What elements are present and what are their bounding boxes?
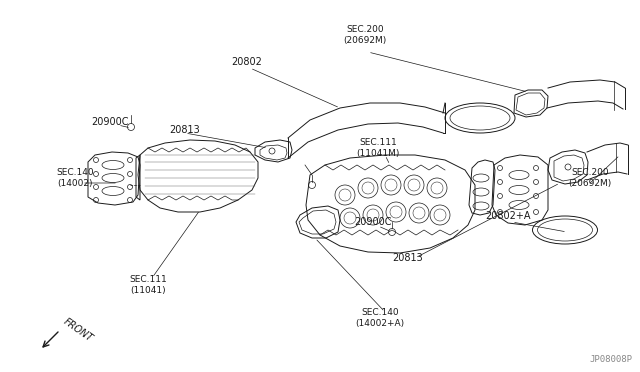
Text: 20802: 20802	[232, 57, 262, 67]
Text: FRONT: FRONT	[62, 316, 95, 344]
Text: 20813: 20813	[392, 253, 424, 263]
Text: SEC.140
(14002): SEC.140 (14002)	[56, 168, 94, 188]
Text: 20900C: 20900C	[355, 217, 392, 227]
Text: 20813: 20813	[170, 125, 200, 135]
Text: 20900C: 20900C	[92, 117, 129, 127]
Text: JP08008P: JP08008P	[589, 355, 632, 364]
Text: SEC.200
(20692M): SEC.200 (20692M)	[344, 25, 387, 45]
Text: 20802+A: 20802+A	[485, 211, 531, 221]
Text: SEC.111
(11041): SEC.111 (11041)	[129, 275, 167, 295]
Text: SEC.111
(11041M): SEC.111 (11041M)	[356, 138, 400, 158]
Text: SEC.140
(14002+A): SEC.140 (14002+A)	[355, 308, 404, 328]
Text: SEC.200
(20692M): SEC.200 (20692M)	[568, 168, 612, 188]
